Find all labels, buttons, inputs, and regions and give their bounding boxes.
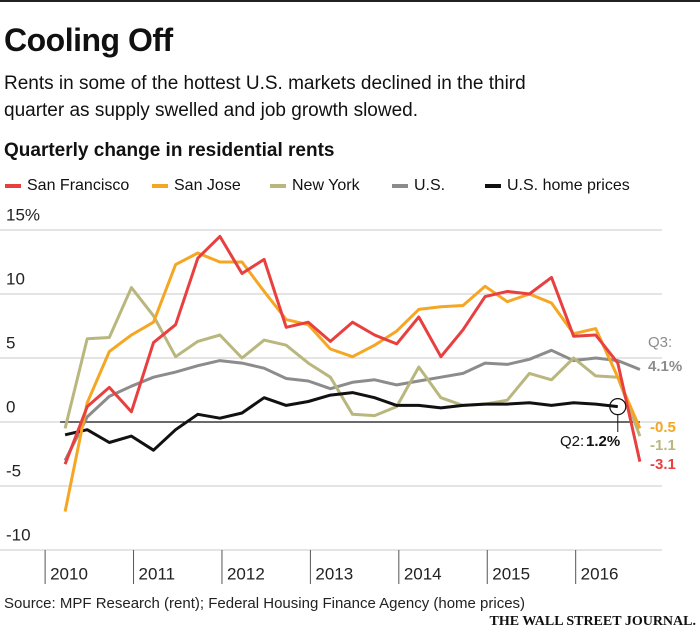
title: Cooling Off: [4, 22, 173, 58]
x-tick-label: 2013: [315, 564, 353, 583]
series-line: [64, 391, 618, 452]
source: Source: MPF Research (rent); Federal Hou…: [4, 595, 525, 612]
legend-label: San Jose: [174, 177, 241, 194]
legend-label: U.S. home prices: [507, 177, 630, 194]
end-label: 4.1%: [648, 358, 682, 375]
credit: THE WALL STREET JOURNAL.: [490, 614, 696, 629]
y-tick-label: -5: [6, 461, 21, 480]
legend-label: New York: [292, 177, 361, 194]
legend-label: San Francisco: [27, 177, 129, 194]
end-label: -1.1: [650, 437, 676, 454]
x-tick-label: 2010: [50, 564, 88, 583]
series-line: [63, 348, 641, 462]
annotation: Q2:: [560, 433, 584, 450]
subtitle: Rents in some of the hottest U.S. market…: [4, 73, 526, 121]
series-line: [63, 251, 642, 512]
series-line: [63, 234, 642, 465]
y-tick-label: 5: [6, 333, 15, 352]
chart-title: Quarterly change in residential rents: [4, 140, 335, 161]
annotation: Q3:: [648, 334, 672, 351]
end-label: 1.2%: [586, 433, 620, 450]
series-line: [63, 286, 642, 437]
end-label: -3.1: [650, 456, 676, 473]
x-tick-label: 2012: [227, 564, 265, 583]
legend-label: U.S.: [414, 177, 445, 194]
x-tick-label: 2016: [581, 564, 619, 583]
x-tick-label: 2014: [404, 564, 442, 583]
y-tick-label: 10: [6, 269, 25, 288]
x-tick-label: 2011: [139, 564, 176, 583]
top-rule: [0, 0, 700, 2]
end-label: -0.5: [650, 419, 676, 436]
y-tick-label: -10: [6, 525, 31, 544]
x-tick-label: 2015: [492, 564, 530, 583]
y-tick-label: 0: [6, 397, 15, 416]
y-tick-label: 15%: [6, 205, 40, 224]
